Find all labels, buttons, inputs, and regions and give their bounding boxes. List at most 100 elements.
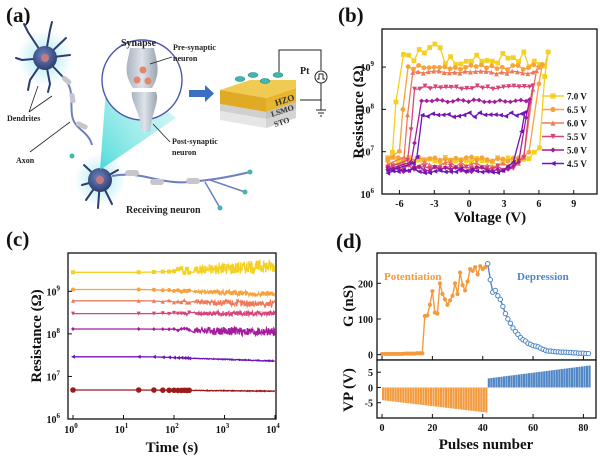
data-point [401,169,406,175]
data-point [469,161,474,167]
pulse-bar [495,377,498,388]
data-point [406,52,412,58]
data-point [401,167,406,173]
data-point [469,154,474,160]
data-point [390,154,396,160]
pulse-bar [550,370,553,388]
data-point [432,158,438,164]
data-point [448,169,453,175]
data-point [447,298,453,303]
data-point [405,112,410,118]
data-point [455,97,461,103]
pulse-bar [580,366,584,388]
data-point [179,311,184,316]
data-point [492,112,498,118]
data-point [518,97,524,103]
data-point [401,154,407,160]
data-point [437,157,443,163]
x-tick-label: 0 [467,199,472,210]
data-point [451,114,456,120]
data-point [479,58,485,64]
series-state-7 [70,387,276,394]
pulse-bar [394,387,397,402]
data-point [536,81,542,87]
data-point [175,328,180,333]
series-line [73,389,276,393]
series-line [73,258,276,275]
data-point [492,99,498,105]
data-point [453,61,459,67]
data-point [521,49,527,55]
data-point [463,288,468,293]
data-point [437,168,443,173]
axon-path [61,75,93,146]
data-point [463,158,469,164]
bars-depression [487,365,591,388]
y-tick-label: 106 [47,412,61,426]
pulse-bar [392,387,395,402]
legend-marker [550,147,556,153]
data-point [136,311,141,316]
pulse-bar [427,387,430,406]
chart-d: 0 100 200 -5 0 5 0 20 40 60 80 Potentiation Depres… [341,252,597,453]
data-point [453,165,459,170]
data-point [461,112,467,118]
data-point [172,326,176,331]
data-point [445,111,451,117]
y-tick-label: 100 [358,315,373,326]
data-point [167,355,172,360]
y-tick-label: -5 [365,399,373,410]
post-synaptic-label-2: neuron [172,148,197,157]
data-point [187,288,192,293]
data-point [495,85,501,91]
pulse-bar [535,372,538,388]
data-point [70,387,76,393]
data-point [410,70,416,75]
data-point [510,163,516,169]
data-point [151,387,157,393]
data-point [495,170,501,175]
data-point [482,112,488,118]
data-point [463,164,469,170]
post-synaptic-label-1: Post-synaptic [172,137,218,146]
data-point [415,69,421,75]
pulse-bar [517,374,521,388]
data-point [136,354,141,359]
data-point [450,99,456,104]
data-point [136,327,141,332]
data-point [151,354,156,359]
data-point [531,149,537,155]
data-point [487,112,493,117]
data-point [462,68,468,74]
schematic-panel: Synapse Pre-synaptic neuron Post-synapti… [7,21,328,216]
data-point [534,68,539,74]
data-point [508,110,514,116]
data-point [516,59,521,65]
pulse-bar [457,387,460,410]
data-point [438,85,444,91]
data-point [500,160,506,166]
series-state-2 [71,287,276,299]
data-point [485,261,491,267]
data-point [465,279,470,284]
data-point [430,111,435,117]
annotation-potentiation: Potentiation [384,271,441,283]
data-point [481,99,487,105]
data-point [513,113,519,119]
pulse-bar [543,371,546,388]
data-point [416,47,422,52]
chart-c-frame [67,252,277,420]
data-point [443,84,449,90]
pulse-bar [523,373,526,388]
data-point [477,110,483,116]
data-point [485,84,491,90]
data-point [520,67,526,72]
data-point [448,54,453,60]
data-point [474,164,480,170]
y-tick-label: 108 [47,327,61,341]
data-point [427,86,433,92]
pulse-bar [533,372,536,388]
legend-label: 5.5 V [567,132,587,142]
axon-label: Axon [16,156,35,165]
x-tick-label: 40 [478,423,488,434]
